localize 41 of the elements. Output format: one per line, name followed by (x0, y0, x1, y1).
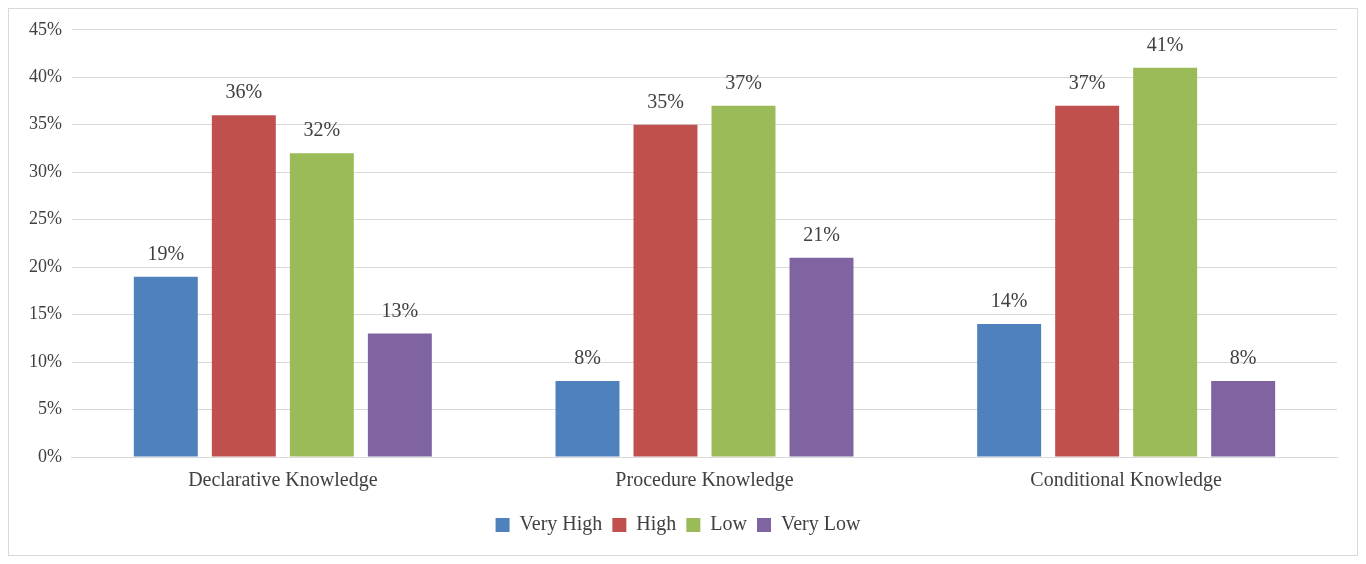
bar (211, 115, 276, 457)
x-tick-label: Conditional Knowledge (1030, 468, 1223, 492)
bar (289, 153, 354, 457)
y-tick-label: 10% (28, 350, 62, 371)
data-label: 36% (225, 80, 263, 103)
legend-label: High (636, 512, 677, 536)
bar (977, 324, 1042, 457)
data-label: 14% (990, 289, 1028, 312)
legend-label: Low (710, 512, 748, 535)
y-tick-label: 30% (28, 160, 62, 181)
y-tick-label: 5% (37, 398, 62, 419)
data-label: 8% (1229, 346, 1257, 369)
bar (1211, 381, 1276, 457)
y-tick-label: 15% (28, 303, 62, 324)
data-label: 37% (1068, 71, 1106, 93)
y-tick-label: 45% (28, 18, 62, 39)
y-tick-label: 40% (28, 66, 62, 86)
data-label: 41% (1146, 33, 1184, 56)
data-label: 21% (803, 222, 840, 245)
legend-label: Very High (519, 512, 603, 536)
data-label: 37% (725, 71, 762, 93)
y-tick-label: 35% (28, 113, 62, 134)
x-tick-label: Declarative Knowledge (188, 468, 378, 492)
data-label: 35% (647, 89, 684, 112)
bar (367, 333, 432, 457)
bar (133, 276, 198, 457)
bar (1133, 67, 1198, 457)
y-tick-label: 25% (28, 208, 62, 229)
x-tick-label: Procedure Knowledge (615, 468, 794, 492)
bar (555, 381, 620, 457)
bar (789, 257, 854, 457)
bar (1055, 105, 1120, 457)
y-tick-label: 20% (28, 255, 62, 276)
data-label: 19% (147, 241, 185, 264)
data-label: 13% (381, 298, 419, 321)
legend-label: Very Low (781, 512, 861, 536)
data-label: 8% (574, 346, 601, 369)
bar (633, 124, 698, 457)
y-tick-label: 0% (37, 445, 62, 466)
bar (711, 105, 776, 457)
data-label: 32% (303, 118, 341, 141)
